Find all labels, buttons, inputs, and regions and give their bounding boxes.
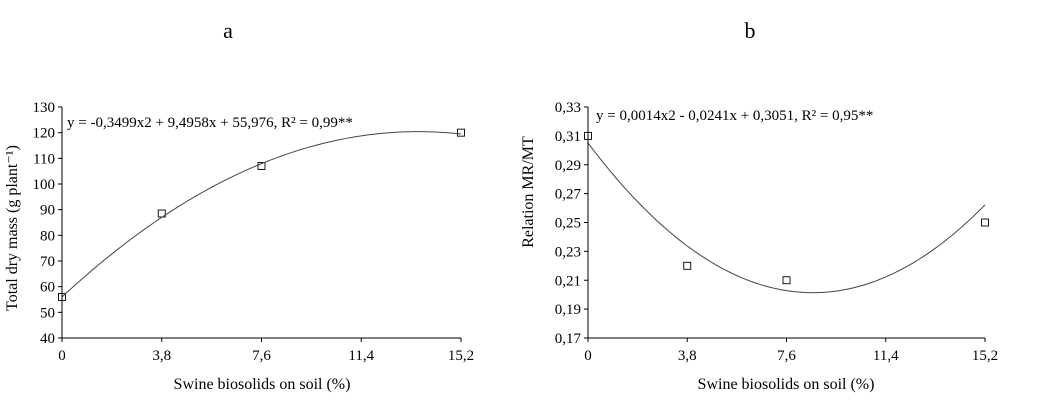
panel-a-data-point: [257, 162, 266, 170]
panel-a-y-tick-label: 40: [40, 331, 55, 347]
panel-a-y-tick-label: 100: [33, 177, 56, 193]
panel-b-x-tick-label: 7,6: [777, 348, 796, 364]
panel-b-equation: y = 0,0014x2 - 0,0241x + 0,3051, R² = 0,…: [596, 108, 873, 124]
panel-b-ticks: 0,17 0,19 0,21 0,23 0,25 0,27 0,29 0,31 0,33 0 3,8…: [555, 100, 998, 364]
panel-b-y-axis-title: Relation MR/MT: [520, 136, 537, 248]
panel-b-y-tick-label: 0,19: [555, 302, 581, 318]
panel-b-x-axis-title: Swine biosolids on soil (%): [698, 376, 875, 393]
panel-a-data-point: [457, 128, 465, 137]
panel-a-x-tick-label: 15,2: [448, 348, 474, 364]
panel-a-x-tick-label: 3,8: [152, 348, 171, 364]
panel-a-x-tick-label: 11,4: [348, 348, 374, 364]
panel-a-y-tick-label: 50: [40, 305, 55, 321]
panel-a-points: [58, 128, 465, 301]
panel-b: b 0,17 0,19 0,21 0,23 0,25 0,27 0,29 0,31 0,33 0 3…: [520, 18, 998, 393]
panel-b-data-point: [981, 218, 989, 227]
panel-a-equation: y = -0,3499x2 + 9,4958x + 55,976, R² = 0…: [67, 115, 353, 131]
panel-a-x-tick-label: 0: [58, 348, 66, 364]
panel-b-x-tick-label: 0: [584, 348, 592, 364]
panel-a-y-tick-label: 70: [40, 254, 55, 270]
panel-a-fit-curve: [61, 131, 462, 298]
panel-a-x-tick-label: 7,6: [252, 348, 271, 364]
panel-b-y-tick-label: 0,17: [555, 331, 582, 347]
panel-b-data-point: [683, 261, 692, 270]
panel-a-x-axis-title: Swine biosolids on soil (%): [174, 376, 351, 393]
panel-b-y-tick-label: 0,29: [555, 158, 581, 174]
panel-label-a: a: [223, 18, 233, 43]
panel-b-points: [584, 131, 989, 285]
panel-b-y-tick-label: 0,33: [555, 100, 581, 116]
panel-a-ticks: 40 50 60 70 80 90 100 110 120 130 0 3,8 7,6 11,4 15,2: [33, 100, 475, 364]
panel-a-y-tick-label: 120: [33, 126, 56, 142]
panel-b-x-tick-label: 15,2: [972, 348, 998, 364]
panel-b-x-tick-label: 11,4: [873, 348, 899, 364]
panel-a-y-axis-title: Total dry mass (g plant⁻¹): [4, 145, 21, 311]
panel-b-y-tick-label: 0,25: [555, 216, 581, 232]
panel-b-y-tick-label: 0,21: [555, 273, 581, 289]
panel-b-x-tick-label: 3,8: [678, 348, 697, 364]
panel-b-fit-curve: [587, 142, 986, 294]
panel-b-y-tick-label: 0,31: [555, 129, 581, 145]
panel-a: a 40 50 60 70 80 90 100 110 120 130 0 3,8 7,6 11,4 15,…: [4, 18, 474, 393]
panel-b-data-point: [782, 276, 791, 285]
panel-a-y-tick-label: 130: [33, 100, 56, 116]
panel-a-y-tick-label: 80: [40, 228, 55, 244]
panel-b-y-tick-label: 0,27: [555, 187, 582, 203]
panel-a-y-tick-label: 90: [40, 203, 55, 219]
panel-a-y-tick-label: 60: [40, 280, 55, 296]
panel-a-y-tick-label: 110: [33, 151, 55, 167]
panel-b-y-tick-label: 0,23: [555, 244, 581, 260]
panel-label-b: b: [745, 18, 756, 43]
